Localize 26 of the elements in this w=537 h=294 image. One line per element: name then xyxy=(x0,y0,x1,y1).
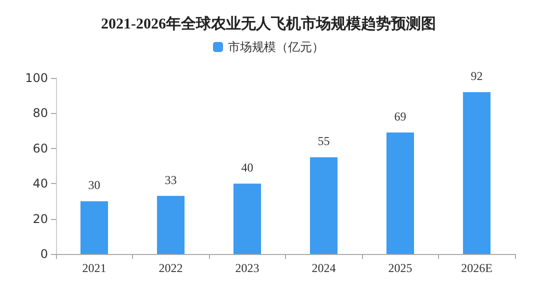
y-tick-label: 100 xyxy=(25,71,48,85)
data-label: 55 xyxy=(318,134,330,148)
x-tick-label: 2025 xyxy=(388,261,412,275)
bar xyxy=(156,196,185,254)
y-tick-label: 20 xyxy=(32,212,48,226)
legend-label: 市场规模（亿元） xyxy=(228,40,324,54)
x-tick-label: 2024 xyxy=(312,261,336,275)
data-label: 69 xyxy=(394,110,406,124)
bar xyxy=(233,184,262,254)
chart-title: 2021-2026年全球农业无人飞机市场规模趋势预测图 xyxy=(101,14,436,32)
x-tick-label: 2023 xyxy=(235,261,260,275)
bar xyxy=(386,132,414,254)
x-tick-label: 2021 xyxy=(82,261,106,275)
bar xyxy=(462,92,491,254)
data-label: 33 xyxy=(164,172,177,187)
y-tick-label: 60 xyxy=(32,141,48,156)
bar xyxy=(310,157,338,254)
y-tick-label: 40 xyxy=(32,176,48,191)
data-label: 30 xyxy=(88,178,100,192)
data-label: 92 xyxy=(470,69,483,84)
bar xyxy=(80,201,108,254)
x-tick-label: 2026E xyxy=(461,261,492,275)
y-tick-label: 80 xyxy=(32,106,48,120)
y-tick-label: 0 xyxy=(40,247,48,261)
data-label: 40 xyxy=(241,160,254,175)
x-tick-label: 2022 xyxy=(158,261,183,275)
